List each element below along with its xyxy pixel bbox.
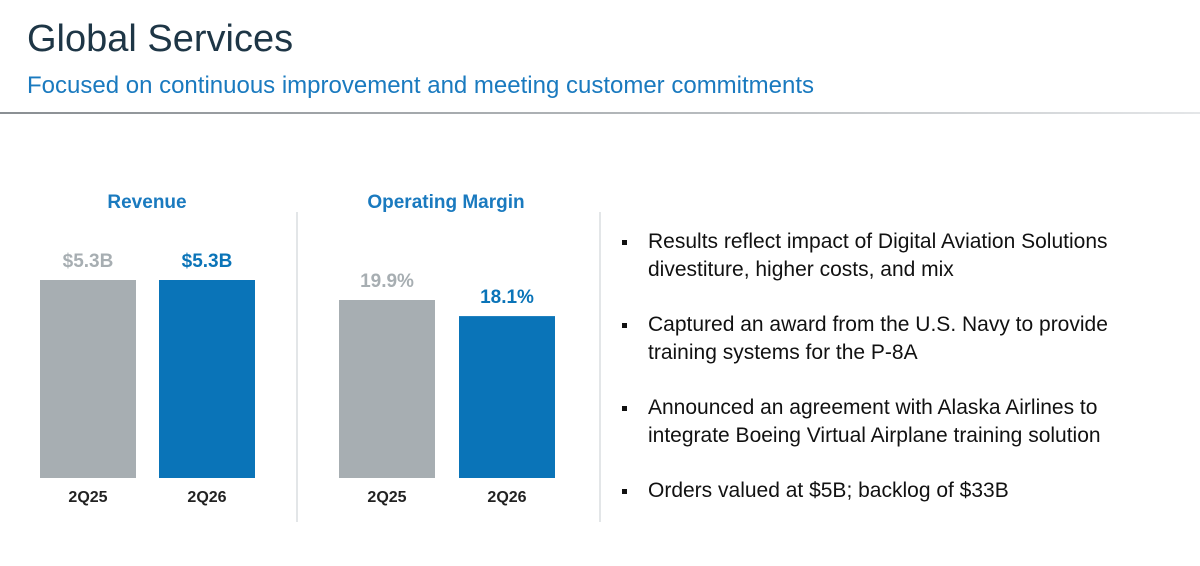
- bullet: Results reflect impact of Digital Aviati…: [620, 228, 1168, 284]
- value-label: 18.1%: [480, 287, 534, 308]
- slide-subtitle: Focused on continuous improvement and me…: [27, 72, 815, 99]
- bullet: Announced an agreement with Alaska Airli…: [620, 394, 1168, 450]
- bar: [339, 300, 435, 478]
- bar: [40, 280, 136, 478]
- bullet: Orders valued at $5B; backlog of $33B: [620, 477, 1168, 505]
- x-tick-label: 2Q25: [367, 489, 406, 506]
- x-tick-label: 2Q26: [487, 489, 526, 506]
- chart-title: Operating Margin: [367, 192, 524, 213]
- value-label: 19.9%: [360, 271, 414, 292]
- value-label: $5.3B: [63, 251, 114, 272]
- slide-title: Global Services: [27, 18, 294, 60]
- chart-title: Revenue: [107, 192, 186, 213]
- x-tick-label: 2Q25: [68, 489, 107, 506]
- header-rule: [0, 112, 1200, 114]
- value-label: $5.3B: [182, 251, 233, 272]
- bar: [159, 280, 255, 478]
- bullet-list: Results reflect impact of Digital Aviati…: [620, 228, 1180, 532]
- bullet: Captured an award from the U.S. Navy to …: [620, 311, 1168, 367]
- bar: [459, 316, 555, 478]
- x-tick-label: 2Q26: [187, 489, 226, 506]
